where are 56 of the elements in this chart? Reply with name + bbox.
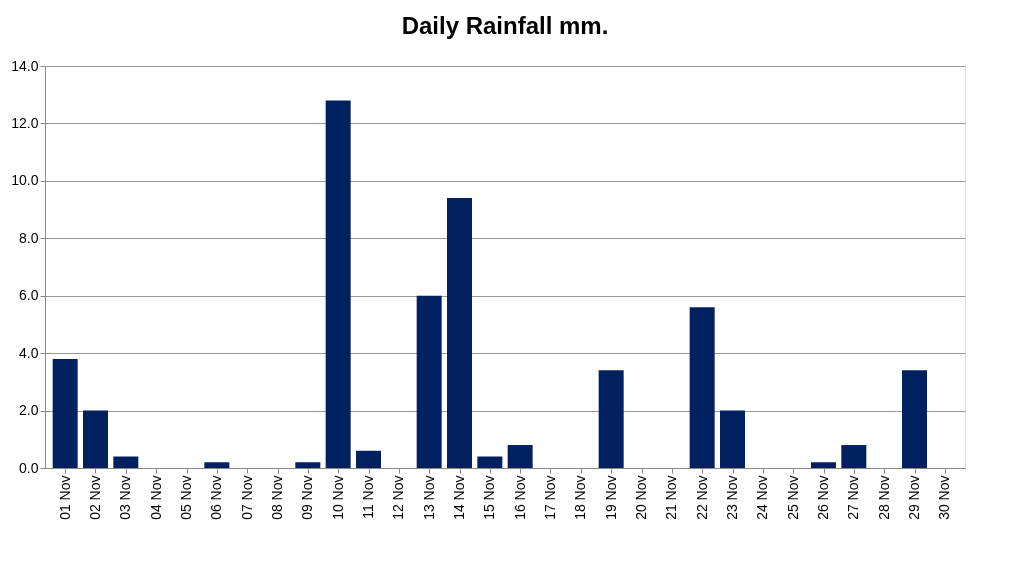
x-tick-label: 01 Nov <box>56 475 73 520</box>
x-tick-label: 20 Nov <box>633 475 649 520</box>
x-tick-label: 13 Nov <box>420 475 437 520</box>
x-tick-label: 26 Nov <box>815 475 831 520</box>
x-tick-label: 04 Nov <box>147 475 164 520</box>
y-tick-label: 6.0 <box>19 287 39 304</box>
y-tick-label: 8.0 <box>19 229 39 246</box>
x-tick-label: 09 Nov <box>299 475 316 520</box>
x-tick-label: 25 Nov <box>784 475 801 520</box>
x-tick-label: 03 Nov <box>117 475 134 520</box>
x-tick-label: 29 Nov <box>906 475 922 520</box>
bar <box>83 410 108 468</box>
x-tick-label: 17 Nov <box>542 475 558 520</box>
bar <box>477 456 503 468</box>
bar <box>598 370 624 468</box>
y-tick-label: 14.0 <box>11 57 39 74</box>
bar <box>52 358 78 468</box>
bar <box>841 445 867 468</box>
x-tick-label: 22 Nov <box>693 475 710 520</box>
y-tick-label: 10.0 <box>11 172 39 189</box>
x-tick-label: 16 Nov <box>511 475 528 520</box>
x-tick-label: 24 Nov <box>754 475 771 520</box>
x-tick-label: 11 Nov <box>360 475 376 519</box>
x-tick-label: 30 Nov <box>936 475 953 520</box>
x-tick-label: 05 Nov <box>178 475 194 520</box>
bar <box>325 100 351 468</box>
y-tick-label: 0.0 <box>19 459 39 476</box>
bar <box>447 198 472 468</box>
bar <box>295 462 321 468</box>
bar <box>811 462 836 468</box>
x-tick-label: 27 Nov <box>845 475 862 520</box>
bar <box>689 307 715 468</box>
bar <box>902 370 927 468</box>
y-tick-label: 4.0 <box>19 344 39 361</box>
x-tick-label: 23 Nov <box>724 475 740 520</box>
bar <box>416 295 442 468</box>
x-tick-label: 12 Nov <box>390 475 407 520</box>
y-tick-label: 2.0 <box>19 402 39 419</box>
bar <box>507 445 533 468</box>
bar <box>113 456 139 468</box>
x-tick-label: 28 Nov <box>875 475 892 520</box>
x-tick-label: 08 Nov <box>269 475 285 520</box>
x-tick-label: 15 Nov <box>481 475 498 520</box>
y-tick-label: 12.0 <box>11 114 39 131</box>
bar <box>720 410 745 468</box>
x-tick-label: 07 Nov <box>238 475 255 520</box>
x-tick-label: 06 Nov <box>208 475 225 520</box>
x-tick-label: 18 Nov <box>572 475 589 520</box>
x-tick-label: 21 Nov <box>663 475 680 520</box>
chart-title: Daily Rainfall mm. <box>401 12 609 39</box>
x-tick-label: 10 Nov <box>329 475 346 520</box>
x-tick-label: 14 Nov <box>451 475 467 520</box>
x-tick-label: 02 Nov <box>87 475 103 520</box>
x-tick-label: 19 Nov <box>602 475 619 520</box>
bar <box>356 450 381 468</box>
bar <box>204 462 230 468</box>
